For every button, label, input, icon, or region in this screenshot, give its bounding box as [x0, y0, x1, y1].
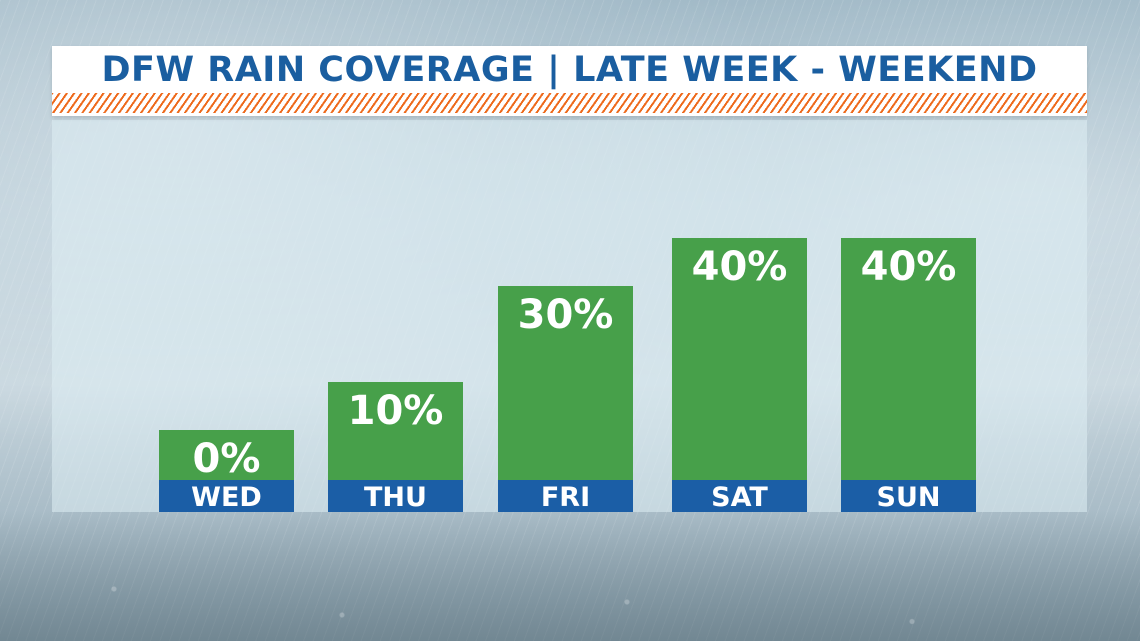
day-band-sat	[672, 480, 807, 512]
day-label-wed: WED	[191, 482, 262, 513]
title-accent-stripe	[52, 93, 1087, 113]
bar-group-sun: 40% SUN	[841, 238, 976, 513]
bar-value-label-thu: 10%	[348, 388, 444, 434]
bar-group-wed: 0%WED	[159, 430, 294, 513]
bar-value-label-wed: 0%	[193, 436, 261, 482]
bar-value-label-fri: 30%	[518, 292, 614, 338]
day-band-fri	[498, 480, 633, 512]
day-band-thu	[328, 480, 463, 512]
bar-value-label-sun: 40%	[861, 244, 957, 290]
day-label-thu: THU	[364, 482, 427, 513]
bar-sat	[672, 238, 807, 512]
day-band-sun	[841, 480, 976, 512]
day-label-sun: SUN	[877, 482, 941, 513]
title-bar: DFW RAIN COVERAGE | LATE WEEK - WEEKEND	[52, 46, 1087, 116]
day-label-sat: SAT	[711, 482, 768, 513]
bar-fri	[498, 286, 633, 512]
bar-group-sat: 40% SAT	[672, 238, 807, 513]
bar-group-fri: 30% FRI	[498, 286, 633, 513]
chart-title: DFW RAIN COVERAGE | LATE WEEK - WEEKEND	[101, 50, 1038, 90]
day-label-fri: FRI	[541, 482, 590, 513]
bar-group-thu: 10% THU	[328, 382, 463, 513]
wet-ground-background	[0, 511, 1140, 641]
bar-value-label-sat: 40%	[692, 244, 788, 290]
bar-sun	[841, 238, 976, 512]
day-band-wed	[159, 480, 294, 512]
